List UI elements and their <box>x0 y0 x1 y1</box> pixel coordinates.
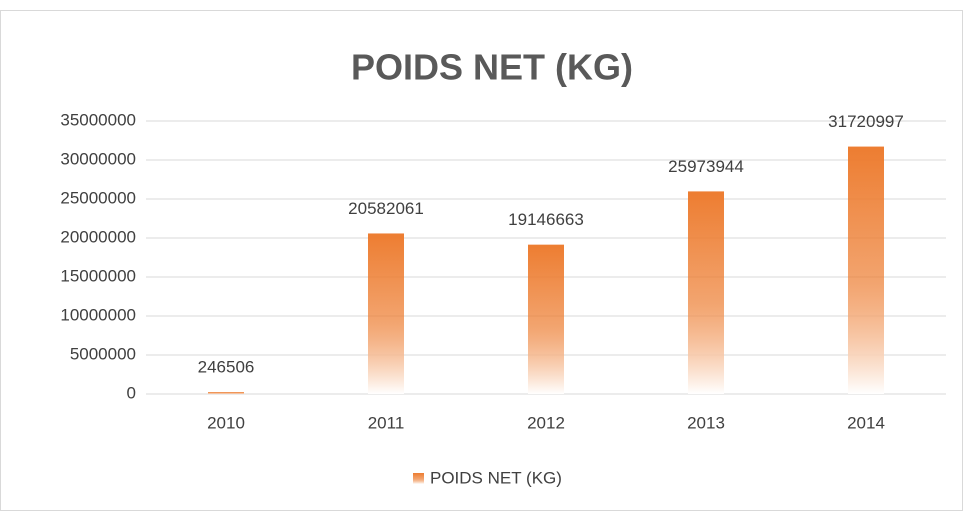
legend-label: POIDS NET (KG) <box>430 468 562 487</box>
x-tick-label: 2010 <box>207 413 245 432</box>
x-tick-label: 2013 <box>687 413 725 432</box>
x-tick-label: 2011 <box>368 413 405 432</box>
bar <box>368 233 404 394</box>
data-label: 20582061 <box>348 199 424 218</box>
y-tick-label: 20000000 <box>60 227 136 246</box>
legend-swatch <box>413 473 424 484</box>
y-tick-label: 10000000 <box>60 305 136 324</box>
bar <box>208 392 244 394</box>
y-tick-label: 30000000 <box>60 149 136 168</box>
x-tick-label: 2014 <box>847 413 885 432</box>
data-label: 31720997 <box>828 112 904 131</box>
data-label: 19146663 <box>508 210 584 229</box>
bar <box>688 191 724 394</box>
data-label: 25973944 <box>668 157 744 176</box>
y-tick-label: 25000000 <box>60 188 136 207</box>
data-label: 246506 <box>198 358 255 377</box>
y-tick-label: 5000000 <box>70 344 136 363</box>
y-tick-label: 35000000 <box>60 110 136 129</box>
bar <box>848 146 884 394</box>
y-tick-label: 15000000 <box>60 266 136 285</box>
y-tick-label: 0 <box>127 383 136 402</box>
x-tick-label: 2012 <box>527 413 565 432</box>
chart-frame <box>0 10 963 511</box>
chart-title: POIDS NET (KG) <box>351 47 633 88</box>
bar <box>528 244 564 394</box>
